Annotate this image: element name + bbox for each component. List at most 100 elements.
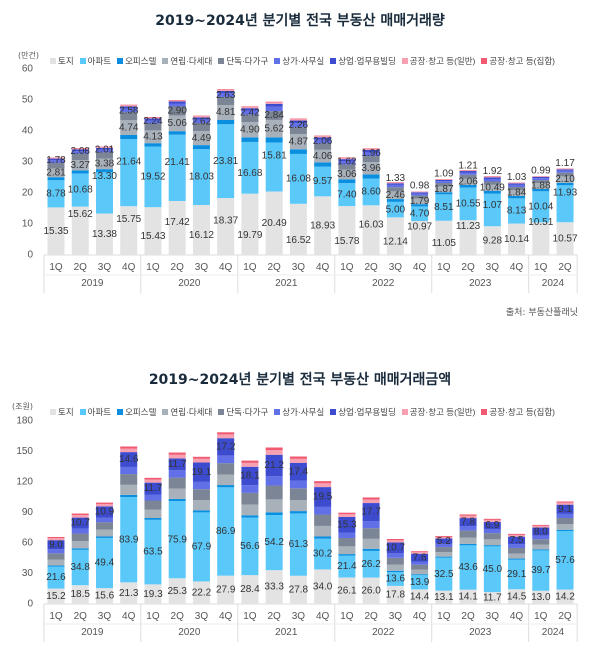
- bar-segment: [314, 139, 332, 144]
- data-label: 8.78: [46, 188, 66, 199]
- bar-cap: [192, 455, 210, 457]
- data-label: 45.0: [483, 564, 503, 575]
- y-tick-label: 90: [22, 507, 34, 518]
- bar-segment: [168, 454, 186, 459]
- bar-segment: [192, 456, 210, 459]
- bar-segment: [508, 195, 526, 199]
- legend-swatch: [218, 58, 225, 64]
- data-label: 1.84: [507, 188, 527, 199]
- data-label: 27.9: [216, 584, 236, 595]
- data-label: 4.90: [240, 124, 260, 135]
- data-label: 15.75: [116, 214, 141, 225]
- bar-segment: [411, 564, 429, 570]
- y-tick-label: 60: [22, 64, 34, 75]
- bar-segment: [71, 149, 89, 152]
- bar-segment: [556, 524, 574, 530]
- data-label: 3.27: [71, 160, 91, 171]
- bar-segment: [265, 191, 283, 255]
- bar-segment: [95, 147, 113, 150]
- data-label: 57.6: [555, 555, 575, 566]
- bar-segment: [144, 123, 162, 131]
- data-label: 19.52: [140, 172, 165, 183]
- data-label: 3.38: [95, 159, 115, 170]
- data-label: 10.7: [71, 518, 91, 529]
- bar-segment: [483, 518, 501, 520]
- bar-segment: [241, 193, 259, 255]
- quarter-label: 2Q: [461, 262, 475, 273]
- bar-cap: [120, 103, 138, 105]
- bar-cap: [314, 480, 332, 482]
- bar-segment: [217, 575, 235, 604]
- data-label: 67.9: [192, 542, 212, 553]
- quarter-label: 1Q: [340, 611, 354, 622]
- data-label: 17.2: [216, 442, 236, 453]
- bar-segment: [241, 515, 259, 518]
- bar-segment: [217, 485, 235, 488]
- bar-segment: [120, 484, 138, 495]
- bar-segment: [508, 534, 526, 537]
- legend-swatch: [401, 58, 408, 64]
- bar-segment: [192, 512, 210, 582]
- bar-segment: [362, 148, 380, 151]
- bar-segment: [95, 213, 113, 255]
- bar-segment: [241, 106, 259, 107]
- bar-segment: [168, 106, 186, 116]
- bar-cap: [120, 445, 138, 447]
- bar-segment: [168, 458, 186, 471]
- bar-segment: [483, 539, 501, 546]
- bar-segment: [265, 515, 283, 571]
- year-label: 2024: [542, 278, 565, 289]
- data-label: 83.9: [119, 534, 139, 545]
- bar-segment: [556, 168, 574, 170]
- data-label: 21.3: [119, 588, 139, 599]
- bar-cap: [192, 114, 210, 116]
- data-label: 17.8: [386, 590, 406, 601]
- data-label: 1.88: [531, 181, 551, 192]
- bar-cap: [556, 167, 574, 169]
- data-label: 1.92: [483, 166, 503, 177]
- data-label: 21.41: [165, 157, 190, 168]
- bar-segment: [241, 492, 259, 505]
- bar-segment: [217, 455, 235, 464]
- bar-segment: [95, 158, 113, 170]
- year-label: 2024: [542, 627, 565, 638]
- bar-segment: [241, 106, 259, 109]
- quarter-label: 1Q: [146, 611, 160, 622]
- bar-segment: [71, 151, 89, 154]
- bar-segment: [120, 108, 138, 113]
- bar-segment: [483, 177, 501, 179]
- quarter-label: 2Q: [74, 262, 88, 273]
- y-tick-label: 10: [22, 219, 34, 230]
- bar-segment: [71, 549, 89, 586]
- data-label: 18.1: [240, 471, 260, 482]
- data-label: 10.9: [95, 507, 115, 518]
- bar-segment: [483, 533, 501, 540]
- data-label: 34.0: [313, 581, 333, 592]
- bar-segment: [459, 545, 477, 590]
- legend-item: 연립·다세대: [162, 406, 212, 418]
- bar-cap: [435, 177, 453, 179]
- bar-segment: [192, 581, 210, 604]
- y-tick-label: 0: [27, 599, 33, 610]
- bar-cap: [556, 500, 574, 502]
- bar-cap: [338, 511, 356, 513]
- bar-segment: [532, 535, 550, 540]
- bar-cap: [168, 99, 186, 101]
- bar-segment: [556, 182, 574, 186]
- bar-cap: [483, 175, 501, 177]
- bar-segment: [192, 149, 210, 206]
- quarter-label: 3Q: [389, 611, 403, 622]
- bar-segment: [71, 548, 89, 550]
- bar-segment: [459, 170, 477, 172]
- bar-segment: [71, 170, 89, 174]
- bar-segment: [386, 585, 404, 604]
- bar-cap: [265, 446, 283, 448]
- data-label: 1.09: [434, 168, 454, 179]
- bar-segment: [289, 511, 307, 514]
- bar-segment: [192, 510, 210, 513]
- bar-segment: [265, 102, 283, 104]
- bar-segment: [362, 156, 380, 163]
- legend-item: 토지: [50, 406, 74, 418]
- data-label: 15.6: [95, 591, 115, 602]
- bar-segment: [459, 543, 477, 546]
